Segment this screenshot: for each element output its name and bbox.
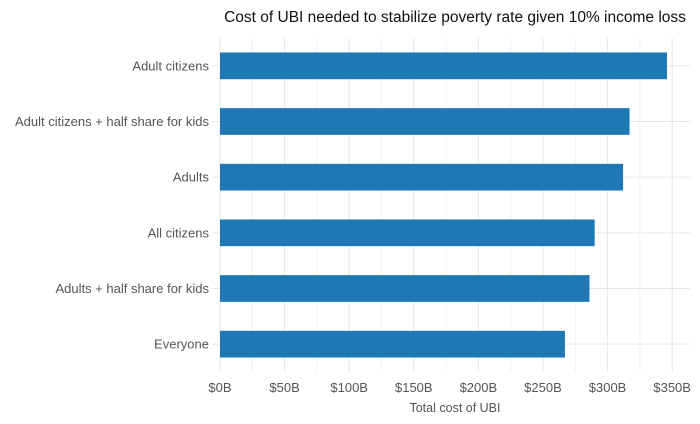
x-tick-label: $250B (524, 380, 562, 395)
x-tick-label: $200B (460, 380, 498, 395)
category-label: Adults (173, 170, 210, 185)
x-tick-label: $100B (330, 380, 368, 395)
x-tick-label: $50B (269, 380, 299, 395)
bar (220, 275, 590, 302)
x-tick-label: $150B (395, 380, 433, 395)
grid (212, 38, 690, 372)
bar (220, 330, 565, 358)
chart-title: Cost of UBI needed to stabilize poverty … (224, 9, 686, 26)
x-axis-title: Total cost of UBI (409, 401, 500, 415)
bar (220, 52, 667, 80)
bar (220, 108, 630, 135)
category-labels: Adult citizens Adult citizens + half shar… (15, 58, 210, 351)
x-tick-label: $300B (589, 380, 627, 395)
x-axis-ticks: $0B $50B $100B $150B $200B $250B $300B $350B (208, 380, 691, 395)
x-tick-label: $350B (653, 380, 691, 395)
bar (220, 163, 624, 191)
bars (220, 52, 667, 358)
bar (220, 219, 595, 247)
category-label: Adult citizens + half share for kids (15, 114, 210, 129)
category-label: Everyone (154, 337, 209, 352)
category-label: Adult citizens (132, 58, 209, 73)
x-tick-label: $0B (208, 380, 231, 395)
category-label: All citizens (148, 225, 210, 240)
category-label: Adults + half share for kids (55, 281, 209, 296)
